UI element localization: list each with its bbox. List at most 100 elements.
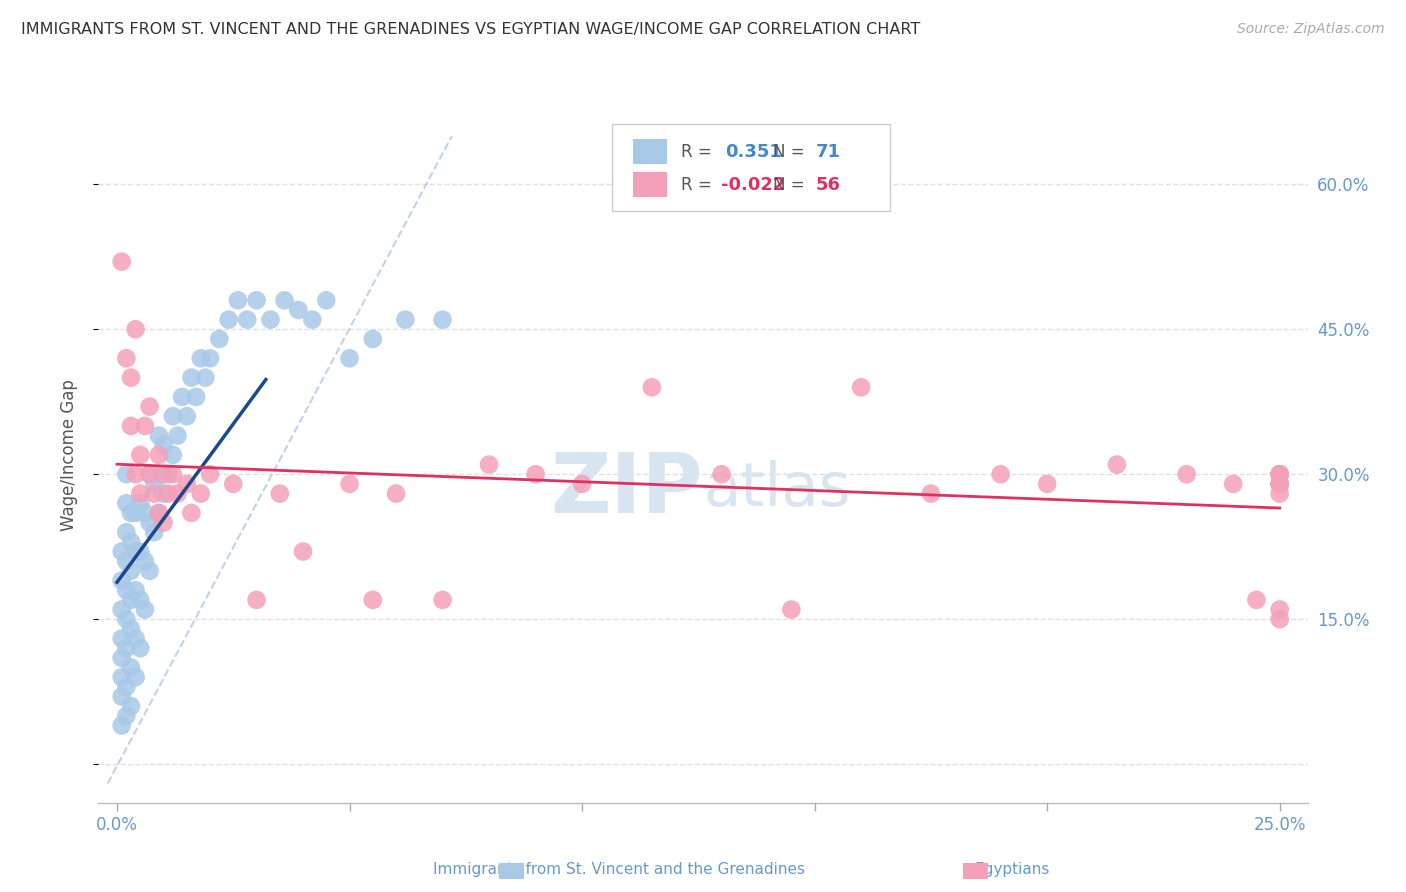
Bar xyxy=(633,172,666,197)
Point xyxy=(1246,592,1268,607)
Point xyxy=(222,477,245,491)
Point xyxy=(710,467,733,482)
Point xyxy=(152,438,174,452)
Point xyxy=(1268,467,1291,482)
Point xyxy=(1222,477,1244,491)
Point xyxy=(990,467,1012,482)
Point xyxy=(129,641,152,656)
Point xyxy=(143,525,166,540)
Point xyxy=(194,370,217,384)
Point xyxy=(478,458,501,472)
Point xyxy=(385,486,408,500)
Bar xyxy=(633,139,666,164)
Point xyxy=(143,486,166,500)
Point xyxy=(1268,467,1291,482)
Point xyxy=(245,592,267,607)
Text: Immigrants from St. Vincent and the Grenadines: Immigrants from St. Vincent and the Gren… xyxy=(433,863,804,877)
Point xyxy=(432,592,454,607)
Point xyxy=(138,516,160,530)
Point xyxy=(134,602,156,616)
Point xyxy=(120,699,142,714)
Point xyxy=(124,544,146,558)
Point xyxy=(180,506,202,520)
Point xyxy=(115,467,138,482)
Point xyxy=(152,486,174,500)
Point xyxy=(124,632,146,646)
Text: R =: R = xyxy=(682,143,717,161)
Text: ZIP: ZIP xyxy=(551,450,703,530)
Point xyxy=(236,312,259,326)
Point xyxy=(115,641,138,656)
Point xyxy=(138,400,160,414)
Point xyxy=(148,428,170,442)
Point xyxy=(1268,602,1291,616)
Point xyxy=(180,370,202,384)
Point xyxy=(259,312,281,326)
Point xyxy=(138,467,160,482)
Point xyxy=(129,592,152,607)
Text: R =: R = xyxy=(682,176,717,194)
Point xyxy=(111,574,134,588)
Point xyxy=(849,380,872,394)
Point xyxy=(162,448,184,462)
Point xyxy=(226,293,249,308)
Point xyxy=(152,516,174,530)
Point xyxy=(124,506,146,520)
Point xyxy=(111,718,134,732)
Point xyxy=(115,612,138,626)
Point xyxy=(134,554,156,568)
Point xyxy=(148,467,170,482)
Point xyxy=(1268,467,1291,482)
Text: 71: 71 xyxy=(815,143,841,161)
Point xyxy=(115,708,138,723)
Text: IMMIGRANTS FROM ST. VINCENT AND THE GRENADINES VS EGYPTIAN WAGE/INCOME GAP CORRE: IMMIGRANTS FROM ST. VINCENT AND THE GREN… xyxy=(21,22,921,37)
Point xyxy=(339,351,361,366)
Point xyxy=(111,632,134,646)
Point xyxy=(134,506,156,520)
Point xyxy=(524,467,547,482)
Point xyxy=(148,448,170,462)
Point xyxy=(1268,467,1291,482)
Point xyxy=(120,592,142,607)
Point xyxy=(218,312,240,326)
Point xyxy=(176,477,198,491)
Point xyxy=(361,592,384,607)
Point xyxy=(152,467,174,482)
Y-axis label: Wage/Income Gap: Wage/Income Gap xyxy=(59,379,77,531)
Point xyxy=(292,544,315,558)
Point xyxy=(166,428,188,442)
Point xyxy=(124,467,146,482)
Point xyxy=(120,660,142,674)
Point xyxy=(115,554,138,568)
Text: Egyptians: Egyptians xyxy=(974,863,1050,877)
Point xyxy=(111,651,134,665)
Point xyxy=(157,467,180,482)
Text: N =: N = xyxy=(773,176,810,194)
Point xyxy=(111,254,134,268)
Point xyxy=(162,409,184,424)
Point xyxy=(571,477,593,491)
Point xyxy=(172,390,194,404)
Point xyxy=(124,670,146,684)
Text: Source: ZipAtlas.com: Source: ZipAtlas.com xyxy=(1237,22,1385,37)
Point xyxy=(394,312,416,326)
Point xyxy=(1175,467,1198,482)
Point xyxy=(208,332,231,346)
Point xyxy=(111,544,134,558)
Point xyxy=(120,564,142,578)
Point xyxy=(120,622,142,636)
Point xyxy=(134,419,156,434)
Point xyxy=(148,506,170,520)
Point xyxy=(166,486,188,500)
Point xyxy=(115,496,138,510)
Point xyxy=(198,351,221,366)
Point xyxy=(115,583,138,598)
Text: atlas: atlas xyxy=(703,460,851,519)
Point xyxy=(138,467,160,482)
Point xyxy=(129,486,152,500)
Text: -0.022: -0.022 xyxy=(721,176,786,194)
Point xyxy=(1268,477,1291,491)
Point xyxy=(124,583,146,598)
Text: 0.351: 0.351 xyxy=(724,143,782,161)
Point xyxy=(111,690,134,704)
